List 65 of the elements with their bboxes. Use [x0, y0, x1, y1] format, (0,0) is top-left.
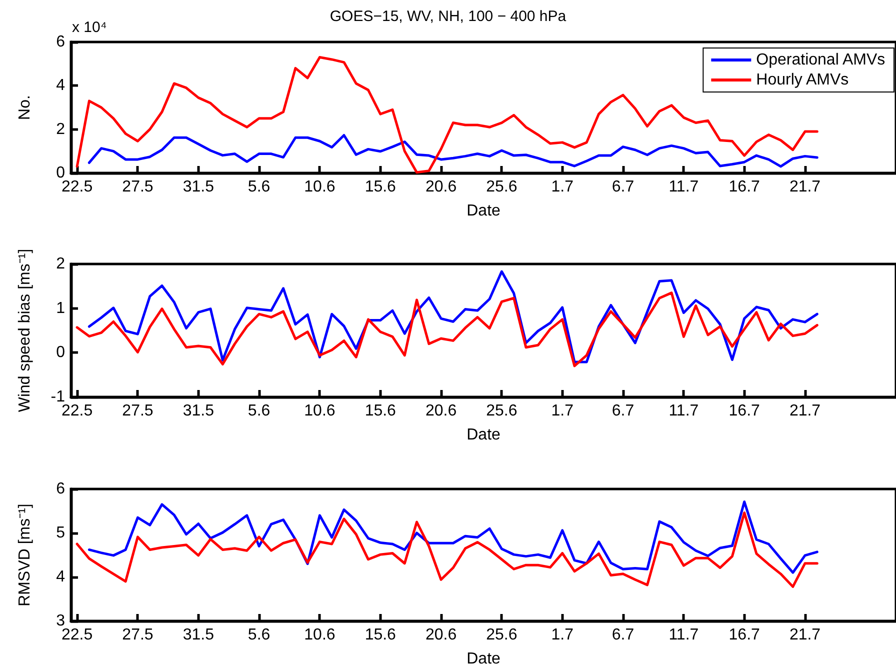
line-series — [88, 500, 818, 574]
x-tick-label: 15.6 — [364, 178, 396, 196]
x-tick-label: 16.7 — [728, 402, 760, 420]
x-tick-label: 20.6 — [425, 402, 457, 420]
legend-label: Hourly AMVs — [756, 72, 849, 88]
chart-title: GOES−15, WV, NH, 100 − 400 hPa — [330, 8, 567, 25]
line-series — [76, 512, 818, 588]
y-axis-title: Wind speed bias [ms⁻¹] — [16, 248, 34, 412]
x-tick-label: 20.6 — [425, 626, 457, 644]
x-tick-label: 1.7 — [551, 626, 574, 644]
x-tick-label: 25.6 — [486, 626, 518, 644]
x-tick-label: 11.7 — [668, 178, 699, 196]
x-tick-label: 27.5 — [122, 178, 154, 196]
y-tick-label: 0 — [56, 344, 66, 362]
y-axis-title: No. — [16, 95, 34, 120]
x-tick-label: 15.6 — [364, 626, 396, 644]
x-tick-label: 10.6 — [304, 178, 336, 196]
x-tick-label: 22.5 — [61, 402, 93, 420]
x-tick-label: 6.7 — [612, 178, 634, 196]
y-tick-label: 6 — [56, 34, 66, 50]
x-axis-title: Date — [466, 650, 500, 668]
y-tick-label: 3 — [56, 612, 66, 630]
x-tick-label: 5.6 — [248, 626, 270, 644]
x-tick-label: 25.6 — [486, 402, 518, 420]
line-series — [76, 292, 818, 368]
x-tick-label: 31.5 — [182, 626, 214, 644]
x-tick-label: 1.7 — [551, 178, 574, 196]
y-tick-label: 4 — [56, 77, 66, 94]
line-series — [88, 134, 818, 168]
y-axis-title: RMSVD [ms⁻¹] — [16, 504, 34, 606]
y-tick-label: 5 — [56, 524, 66, 542]
x-tick-label: 27.5 — [122, 626, 154, 644]
y-tick-label: 4 — [56, 568, 66, 586]
x-tick-label: 10.6 — [304, 402, 336, 420]
x-tick-label: 1.7 — [551, 402, 574, 420]
y-tick-label: 2 — [56, 120, 66, 138]
legend-label: Operational AMVs — [756, 52, 886, 68]
x-tick-label: 5.6 — [248, 178, 270, 196]
x-tick-label: 16.7 — [728, 178, 760, 196]
x-tick-label: 20.6 — [425, 178, 457, 196]
x-tick-label: 16.7 — [728, 626, 760, 644]
y-tick-label: -1 — [50, 388, 66, 406]
y-tick-label: 0 — [56, 164, 66, 182]
x-axis-title: Date — [466, 202, 500, 220]
x-tick-label: 15.6 — [364, 402, 396, 420]
x-axis-title: Date — [466, 426, 500, 444]
x-tick-label: 21.7 — [789, 626, 821, 644]
y-tick-label: 2 — [56, 256, 66, 272]
x-tick-label: 22.5 — [61, 178, 93, 196]
x-tick-label: 11.7 — [668, 626, 699, 644]
x-tick-label: 11.7 — [668, 402, 699, 420]
text: x 10⁴ — [72, 19, 107, 36]
x-tick-label: 25.6 — [486, 178, 518, 196]
x-tick-label: 5.6 — [248, 402, 270, 420]
x-tick-label: 6.7 — [612, 402, 634, 420]
x-tick-label: 31.5 — [182, 402, 214, 420]
y-tick-label: 1 — [56, 300, 66, 317]
x-tick-label: 21.7 — [789, 402, 821, 420]
x-tick-label: 21.7 — [789, 178, 821, 196]
x-tick-label: 31.5 — [182, 178, 214, 196]
x-tick-label: 6.7 — [612, 626, 634, 644]
y-tick-label: 6 — [56, 480, 66, 498]
x-tick-label: 27.5 — [122, 402, 154, 420]
x-tick-label: 22.5 — [61, 626, 93, 644]
x-tick-label: 10.6 — [304, 626, 336, 644]
